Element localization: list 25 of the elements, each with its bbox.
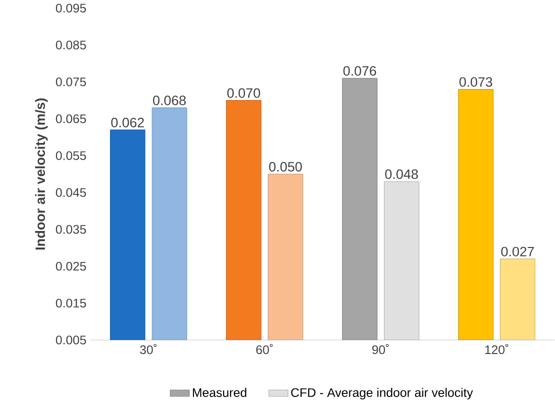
data-label: 0.048 (385, 169, 418, 179)
y-tick-label: 0.055 (56, 151, 86, 160)
x-tick-label: 30˚ (140, 344, 157, 354)
data-label: 0.070 (227, 88, 260, 98)
y-tick-label: 0.075 (56, 77, 86, 86)
x-tick-label: 120˚ (485, 344, 508, 354)
y-tick-label: 0.005 (56, 336, 86, 344)
legend-label: CFD - Average indoor air velocity (291, 388, 473, 400)
y-tick-label: 0.035 (56, 224, 86, 234)
data-label: 0.073 (459, 77, 492, 87)
y-tick-label: 0.085 (56, 40, 86, 50)
data-label: 0.062 (111, 118, 144, 128)
y-tick-label: 0.045 (56, 188, 86, 197)
data-label: 0.068 (153, 96, 186, 106)
data-label: 0.050 (269, 162, 302, 172)
y-tick-label: 0.095 (56, 4, 86, 13)
y-tick-label: 0.025 (56, 262, 86, 271)
y-tick-label: 0.015 (56, 298, 86, 308)
y-axis-title: Indoor air velocity (m/s) (35, 98, 48, 250)
data-label: 0.027 (501, 246, 534, 256)
x-tick-label: 60˚ (256, 344, 273, 354)
data-label: 0.076 (343, 66, 376, 76)
x-tick-label: 90˚ (372, 344, 389, 354)
legend-label: Measured (192, 388, 246, 397)
y-tick-label: 0.065 (56, 114, 86, 124)
